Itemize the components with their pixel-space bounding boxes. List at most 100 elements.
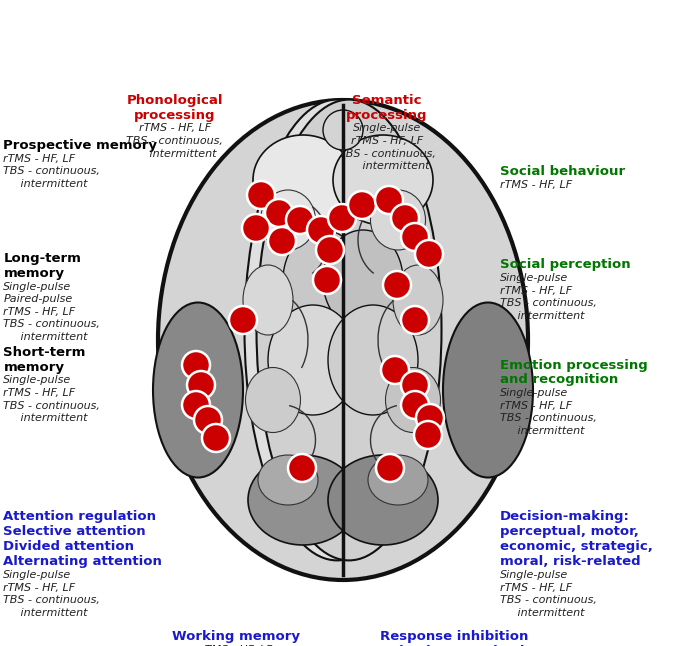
Text: Single-pulse: Single-pulse <box>3 282 72 292</box>
Text: Long-term: Long-term <box>3 252 82 265</box>
Ellipse shape <box>401 223 429 251</box>
Ellipse shape <box>153 302 243 477</box>
Text: memory: memory <box>3 360 64 373</box>
Text: processing: processing <box>347 109 427 121</box>
Text: Prospective memory: Prospective memory <box>3 139 158 152</box>
Text: Single-pulse: Single-pulse <box>353 123 421 134</box>
Ellipse shape <box>243 265 293 335</box>
Text: intermittent: intermittent <box>132 149 217 159</box>
Ellipse shape <box>401 306 429 334</box>
Text: perceptual, motor,: perceptual, motor, <box>500 525 639 538</box>
Text: Social behaviour: Social behaviour <box>500 165 625 178</box>
Ellipse shape <box>265 199 293 227</box>
Ellipse shape <box>328 204 356 232</box>
Ellipse shape <box>182 351 210 379</box>
Ellipse shape <box>194 406 222 434</box>
Ellipse shape <box>375 186 403 214</box>
Text: rTMS - HF, LF: rTMS - HF, LF <box>500 180 572 190</box>
Ellipse shape <box>187 371 215 399</box>
Text: rTMS - HF, LF: rTMS - HF, LF <box>500 401 572 411</box>
Ellipse shape <box>443 302 533 477</box>
Ellipse shape <box>260 190 316 250</box>
Text: memory: memory <box>3 267 64 280</box>
Text: TBS - continuous,: TBS - continuous, <box>500 298 597 308</box>
Ellipse shape <box>386 368 440 433</box>
Text: Semantic: Semantic <box>352 94 422 107</box>
Text: rTMS - HF, LF: rTMS - HF, LF <box>3 154 75 164</box>
Ellipse shape <box>333 135 433 225</box>
Text: intermittent: intermittent <box>3 413 88 423</box>
Ellipse shape <box>229 306 257 334</box>
Ellipse shape <box>328 305 418 415</box>
Ellipse shape <box>371 190 425 250</box>
Text: Attention regulation: Attention regulation <box>3 510 156 523</box>
Ellipse shape <box>376 454 404 482</box>
Text: Paired-pulse: Paired-pulse <box>3 295 73 304</box>
Ellipse shape <box>414 421 442 449</box>
Text: intermittent: intermittent <box>3 608 88 618</box>
Text: Response inhibition: Response inhibition <box>380 630 529 643</box>
Text: intermittent: intermittent <box>500 311 584 321</box>
Text: Divided attention: Divided attention <box>3 540 134 553</box>
Ellipse shape <box>286 206 314 234</box>
Ellipse shape <box>242 214 270 242</box>
Ellipse shape <box>401 371 429 399</box>
Text: and recognition: and recognition <box>500 373 619 386</box>
Ellipse shape <box>268 227 296 255</box>
Ellipse shape <box>202 424 230 452</box>
Text: Single-pulse: Single-pulse <box>500 570 569 580</box>
Ellipse shape <box>307 216 335 244</box>
Ellipse shape <box>328 455 438 545</box>
Text: Single-pulse: Single-pulse <box>3 375 72 386</box>
Text: Short-term: Short-term <box>3 346 86 359</box>
Text: Single-pulse: Single-pulse <box>500 273 569 284</box>
Ellipse shape <box>383 271 411 299</box>
Ellipse shape <box>348 191 376 219</box>
Text: intermittent: intermittent <box>345 161 429 171</box>
Text: Working memory: Working memory <box>173 630 300 643</box>
Text: rTMS - HF, LF: rTMS - HF, LF <box>500 583 572 592</box>
Text: Single-pulse: Single-pulse <box>500 388 569 399</box>
Ellipse shape <box>182 391 210 419</box>
Text: rTMS - HF, LF: rTMS - HF, LF <box>351 136 423 146</box>
Text: economic, strategic,: economic, strategic, <box>500 540 653 553</box>
Ellipse shape <box>416 404 444 432</box>
Ellipse shape <box>323 110 363 150</box>
Ellipse shape <box>245 368 301 433</box>
Ellipse shape <box>316 236 344 264</box>
Text: rTMS - HF, LF: rTMS - HF, LF <box>3 307 75 317</box>
Text: TBS - continuous,: TBS - continuous, <box>3 167 100 176</box>
Text: rTMS - HF, LF: rTMS - HF, LF <box>138 123 211 134</box>
Text: rTMS - HF, LF: rTMS - HF, LF <box>500 286 572 296</box>
Text: Phonological: Phonological <box>127 94 223 107</box>
Text: rTMS - HF, LF: rTMS - HF, LF <box>3 388 75 398</box>
Text: Single-pulse: Single-pulse <box>3 570 72 580</box>
Ellipse shape <box>288 454 316 482</box>
Text: Alternating attention: Alternating attention <box>3 555 162 568</box>
Text: Decision-making:: Decision-making: <box>500 510 630 523</box>
Ellipse shape <box>401 391 429 419</box>
Ellipse shape <box>393 265 443 335</box>
Ellipse shape <box>415 240 443 268</box>
Text: rTMS - HF, LF: rTMS - HF, LF <box>3 583 75 592</box>
Text: intermittent: intermittent <box>3 179 88 189</box>
Ellipse shape <box>248 455 358 545</box>
Ellipse shape <box>283 230 363 330</box>
Text: TBS - continuous,: TBS - continuous, <box>3 319 100 329</box>
Text: Social perception: Social perception <box>500 258 631 271</box>
Text: TBS - continuous,: TBS - continuous, <box>338 149 436 159</box>
Ellipse shape <box>313 266 341 294</box>
Text: TBS - continuous,: TBS - continuous, <box>126 136 223 146</box>
Text: intermittent: intermittent <box>3 332 88 342</box>
Text: Behaviour monitoring: Behaviour monitoring <box>380 645 544 646</box>
Ellipse shape <box>323 230 403 330</box>
Text: intermittent: intermittent <box>500 426 584 436</box>
Ellipse shape <box>253 135 353 225</box>
Text: rTMS - HF, LF: rTMS - HF, LF <box>200 645 273 646</box>
Text: Emotion processing: Emotion processing <box>500 359 648 371</box>
Ellipse shape <box>247 181 275 209</box>
Ellipse shape <box>158 100 528 580</box>
Ellipse shape <box>245 99 429 560</box>
Text: TBS - continuous,: TBS - continuous, <box>3 401 100 411</box>
Text: Selective attention: Selective attention <box>3 525 146 538</box>
